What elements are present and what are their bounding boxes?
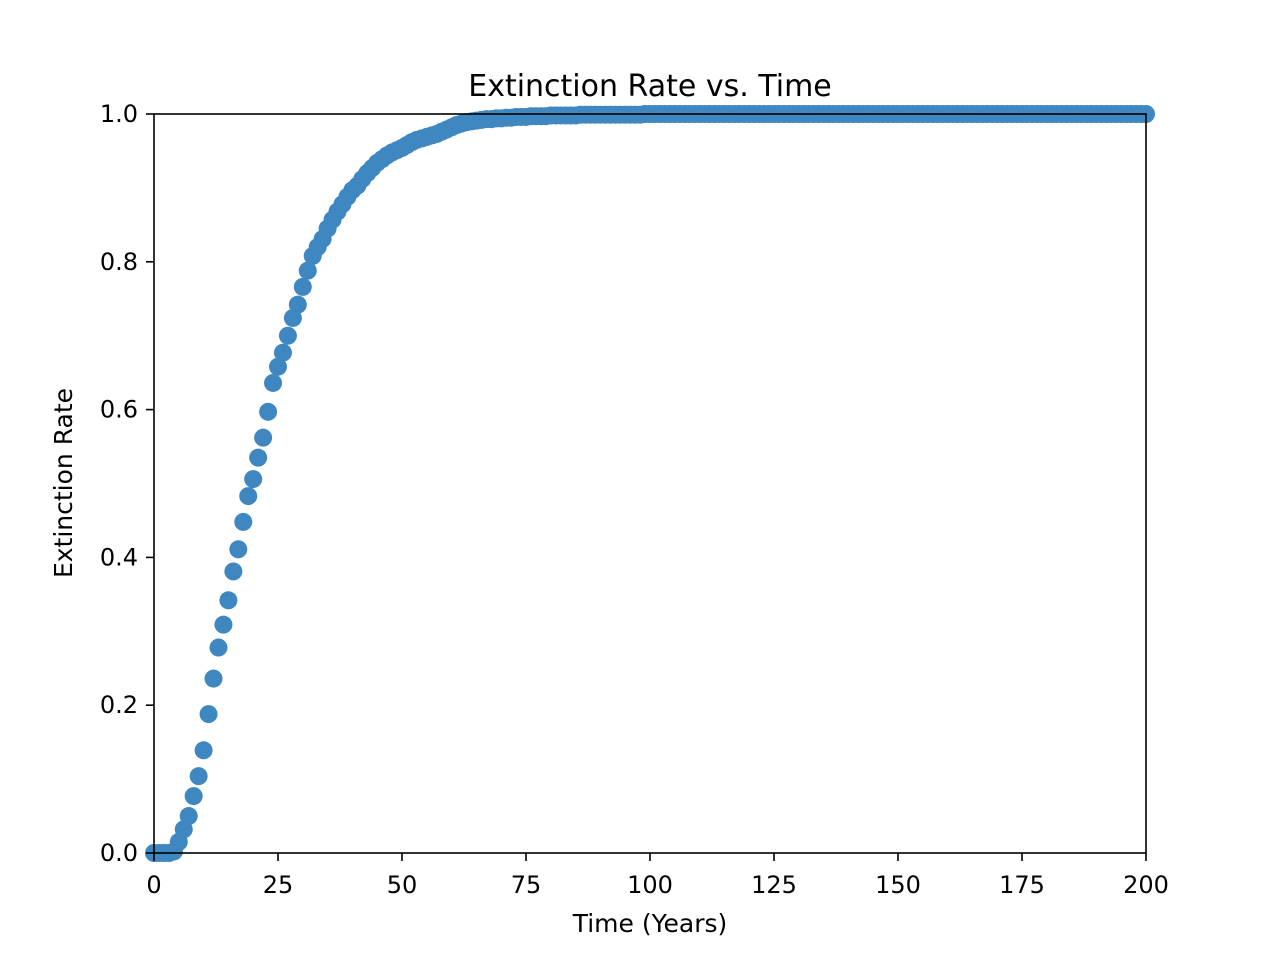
- data-point: [214, 615, 233, 634]
- data-point: [229, 540, 248, 559]
- x-tick-label: 150: [875, 871, 921, 899]
- x-tick-label: 0: [146, 871, 161, 899]
- y-tick-label: 0.2: [100, 691, 138, 719]
- data-point: [288, 295, 307, 314]
- data-point: [239, 487, 258, 506]
- data-point: [278, 326, 297, 345]
- data-point: [249, 448, 268, 467]
- chart-title: Extinction Rate vs. Time: [468, 69, 832, 104]
- plot-frame: [153, 113, 1147, 854]
- x-tick-label: 25: [263, 871, 294, 899]
- x-axis-label: Time (Years): [572, 909, 728, 938]
- data-point: [209, 638, 228, 657]
- data-point: [224, 562, 243, 581]
- data-point: [179, 807, 198, 826]
- y-tick-label: 1.0: [100, 100, 138, 128]
- data-point: [259, 402, 278, 421]
- data-point: [298, 261, 317, 280]
- data-point: [269, 357, 287, 376]
- data-point: [204, 669, 223, 688]
- data-point: [293, 277, 312, 296]
- y-tick-label: 0.0: [100, 839, 138, 867]
- x-tick-label: 200: [1123, 871, 1169, 899]
- x-tick-label: 125: [751, 871, 797, 899]
- y-axis-label: Extinction Rate: [49, 388, 78, 578]
- x-tick-label: 75: [511, 871, 542, 899]
- data-point: [219, 591, 238, 610]
- y-tick-label: 0.6: [100, 396, 138, 424]
- y-axis-ticks: 0.0 0.2 0.4 0.6 0.8 1.0: [100, 100, 154, 867]
- data-point: [244, 470, 263, 489]
- y-tick-label: 0.4: [100, 543, 138, 571]
- y-tick-label: 0.8: [100, 248, 138, 276]
- x-axis-ticks: 0 25 50 75 100 125 150 175 200: [146, 853, 1169, 899]
- data-point: [273, 343, 292, 362]
- data-point: [254, 428, 273, 447]
- data-point: [264, 373, 283, 392]
- x-tick-label: 100: [627, 871, 673, 899]
- data-point: [194, 741, 213, 760]
- data-point: [184, 787, 203, 806]
- x-tick-label: 175: [999, 871, 1045, 899]
- data-point: [189, 767, 208, 786]
- data-point: [234, 512, 253, 531]
- data-points: [145, 105, 1155, 862]
- data-point: [199, 705, 218, 724]
- x-tick-label: 50: [387, 871, 418, 899]
